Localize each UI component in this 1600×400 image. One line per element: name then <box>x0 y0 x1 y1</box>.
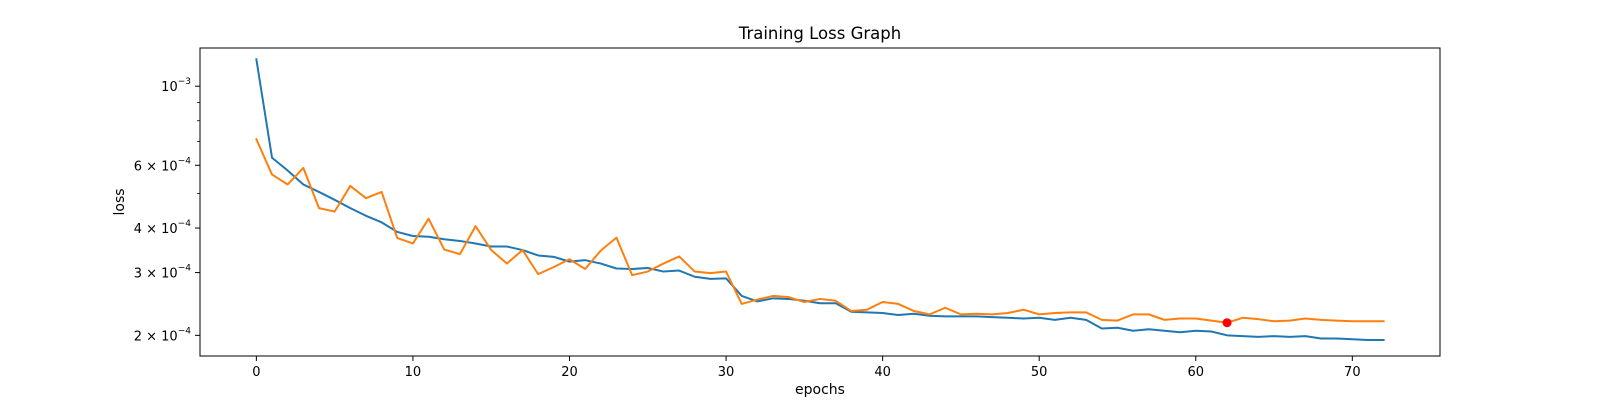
x-tick-label: 60 <box>1187 365 1204 380</box>
series-line-1 <box>255 58 1385 342</box>
series-line-2 <box>255 137 1385 324</box>
y-axis: 10−3 6 × 10−4 4 × 10−4 3 × 10−4 2 × 10−4 <box>134 77 200 344</box>
x-tick-label: 20 <box>561 365 578 380</box>
x-axis: 0 10 20 30 40 50 60 70 <box>252 356 1361 380</box>
plot-frame <box>199 47 1441 357</box>
highlight-marker <box>1222 318 1232 328</box>
x-tick-label: 50 <box>1031 365 1048 380</box>
y-tick-label: 6 × 10−4 <box>134 156 192 174</box>
y-tick-label: 4 × 10−4 <box>134 219 192 237</box>
x-tick-label: 30 <box>718 365 735 380</box>
y-tick-label: 2 × 10−4 <box>134 326 192 344</box>
plot-area <box>255 58 1385 342</box>
y-tick-label: 10−3 <box>161 77 191 95</box>
y-axis-label: loss <box>112 188 128 215</box>
chart-title: Training Loss Graph <box>738 24 901 43</box>
x-tick-label: 0 <box>252 365 260 380</box>
y-tick-label: 3 × 10−4 <box>134 264 192 282</box>
x-axis-label: epochs <box>795 382 845 398</box>
x-tick-label: 40 <box>874 365 891 380</box>
x-tick-label: 70 <box>1344 365 1361 380</box>
x-tick-label: 10 <box>405 365 422 380</box>
